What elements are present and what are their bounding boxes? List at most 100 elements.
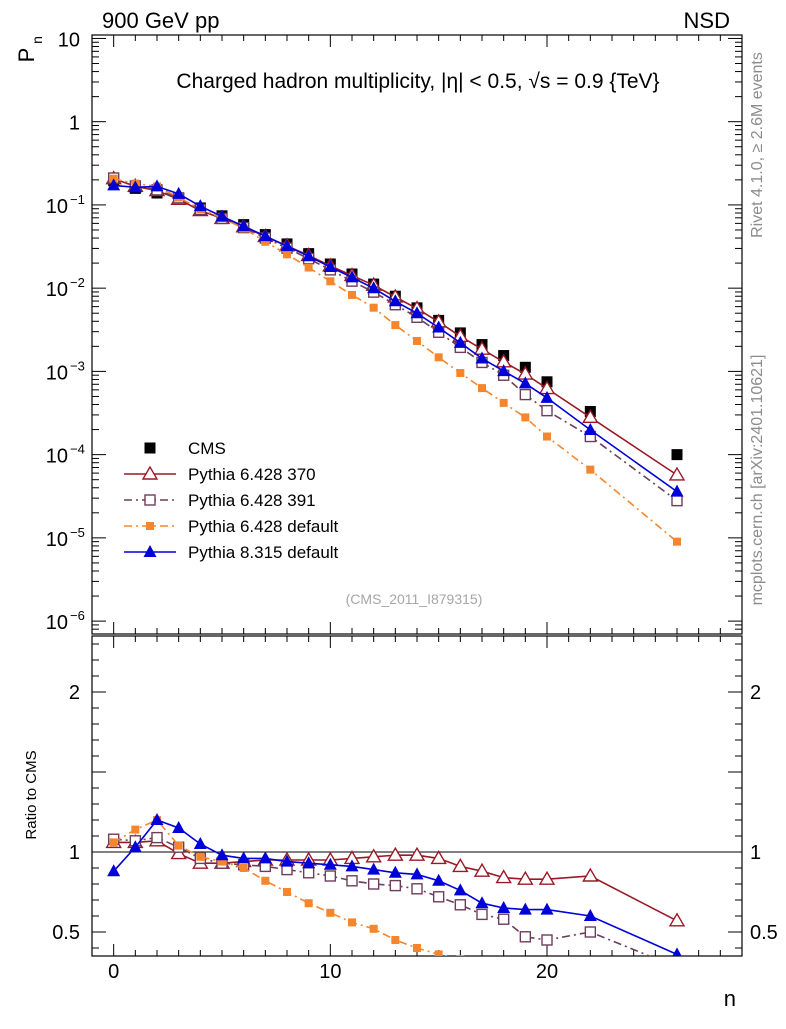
legend-marker-0	[144, 442, 156, 454]
series-1-ratio-point	[668, 912, 686, 927]
series-2-ratio-point	[389, 879, 402, 892]
legend-label-0: CMS	[188, 439, 226, 458]
series-4-ratio-point	[215, 848, 229, 861]
series-3-ratio-point	[391, 936, 400, 944]
y-axis-label-sub: n	[29, 36, 45, 44]
y-tick-label-exponent: −1	[70, 192, 85, 207]
series-4-ratio-point	[150, 813, 164, 825]
series-4-point	[367, 281, 381, 294]
series-4-ratio-point	[410, 867, 424, 880]
series-3-ratio-point	[239, 864, 248, 872]
series-1-ratio-point	[387, 846, 404, 861]
y-tick-label-exponent: −4	[70, 442, 85, 457]
series-4-ratio-point	[258, 851, 272, 864]
y-tick-label: 10	[46, 196, 68, 218]
series-2-ratio-point	[519, 931, 532, 943]
series-3-ratio-point	[261, 876, 270, 885]
ratio-y-tick-label-right: 2	[750, 682, 761, 704]
series-4-ratio-point	[237, 851, 251, 864]
series-4-ratio-point	[432, 873, 446, 886]
series-4-ratio-point	[193, 837, 207, 849]
series-3-ratio-point	[131, 825, 140, 834]
chart-watermark: (CMS_2011_I879315)	[346, 591, 483, 607]
series-1-ratio-point	[473, 862, 491, 877]
series-4-point	[193, 199, 207, 212]
series-4-point	[432, 320, 446, 333]
series-3-point	[673, 537, 681, 546]
ratio-y-tick-label: 1	[69, 842, 80, 864]
series-4-point	[540, 390, 554, 403]
legend-label-2: Pythia 6.428 391	[188, 491, 316, 510]
series-3-point	[369, 303, 378, 312]
series-3-point	[499, 398, 508, 407]
series-3-ratio-point	[434, 950, 443, 956]
series-4-ratio-point	[367, 862, 381, 875]
y-tick-label-exponent: −3	[70, 358, 85, 373]
series-4-ratio-point	[583, 909, 597, 921]
ratio-plot-frame	[91, 635, 743, 957]
series-2-ratio-point	[584, 926, 597, 938]
series-2-ratio-point	[302, 867, 315, 879]
series-3-ratio-point	[218, 857, 226, 866]
series-4-point	[475, 351, 489, 364]
series-1-ratio-point	[408, 846, 426, 861]
y-axis-label: P	[14, 48, 39, 63]
y-tick-label: 1	[69, 113, 80, 135]
series-3-ratio-point	[109, 838, 118, 847]
series-3-point	[543, 432, 551, 441]
series-1-ratio-point	[582, 867, 599, 882]
series-3-ratio-point	[326, 908, 335, 917]
series-4-ratio-point	[540, 902, 554, 915]
side-text-top: Rivet 4.1.0, ≥ 2.6M events	[749, 52, 766, 238]
ratio-y-tick-label: 2	[69, 682, 80, 704]
series-3-point	[304, 263, 313, 272]
x-tick-label: 20	[536, 961, 558, 983]
series-2-point	[519, 388, 532, 401]
legend-label-1: Pythia 6.428 370	[188, 465, 316, 484]
series-3-point	[521, 413, 530, 422]
y-tick-label: 10	[46, 612, 68, 634]
series-3-ratio-point	[196, 852, 205, 861]
side-text-bottom: mcplots.cern.ch [arXiv:2401.10621]	[749, 355, 766, 606]
series-3-ratio-point	[304, 899, 313, 908]
series-4-ratio-point	[128, 840, 142, 853]
series-4-ratio-point	[388, 865, 402, 878]
series-3-point	[261, 237, 270, 246]
series-2-ratio-point	[454, 899, 467, 911]
series-4-ratio-point	[345, 859, 359, 872]
series-4-point	[670, 484, 684, 497]
y-tick-label-exponent: −2	[70, 275, 85, 290]
series-2-ratio-point	[432, 891, 445, 903]
series-4-ratio-point	[475, 896, 489, 909]
series-4-point	[237, 219, 251, 232]
series-3-ratio-point	[369, 924, 378, 933]
legend-marker-3	[146, 522, 154, 530]
y-tick-label: 10	[46, 446, 68, 468]
series-1-ratio-point	[495, 869, 512, 884]
series-3-ratio-point	[500, 965, 508, 973]
series-4-point	[497, 364, 511, 377]
ratio-y-axis-label: Ratio to CMS	[23, 750, 40, 839]
series-4-point	[323, 260, 337, 273]
series-2-ratio-point	[497, 913, 510, 925]
series-2-ratio-point	[151, 831, 163, 844]
series-2-ratio-point	[541, 934, 553, 946]
legend-label-3: Pythia 6.428 default	[188, 517, 339, 536]
series-2-ratio-point	[367, 878, 380, 890]
series-4-point	[345, 270, 359, 283]
header-right: NSD	[684, 8, 730, 33]
chart-title: Charged hadron multiplicity, |η| < 0.5, …	[176, 70, 659, 93]
series-2-ratio-point	[324, 870, 337, 882]
x-tick-label: 0	[108, 961, 119, 983]
series-3-point	[348, 290, 356, 299]
x-axis-label: n	[724, 986, 736, 1011]
series-3-ratio-point	[348, 918, 356, 927]
series-1-ratio-point	[517, 870, 534, 885]
legend-marker-1	[141, 465, 159, 480]
x-tick-label: 10	[319, 961, 341, 983]
series-2-ratio-point	[411, 883, 423, 895]
series-4-point	[258, 229, 272, 242]
header-left: 900 GeV pp	[102, 8, 219, 33]
series-4-ratio-point	[172, 821, 186, 833]
series-4-point	[215, 209, 229, 222]
